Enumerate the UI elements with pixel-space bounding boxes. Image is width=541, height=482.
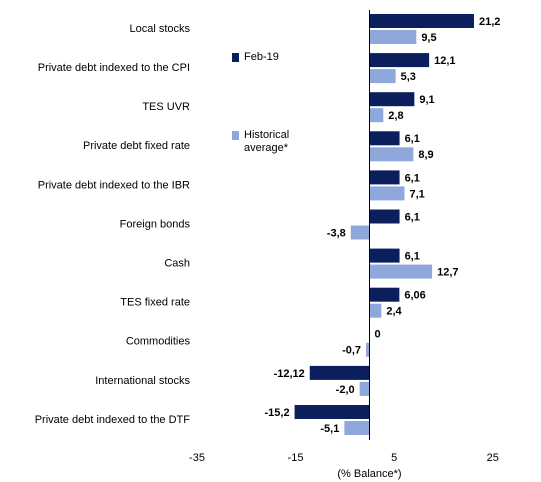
value-label: 9,5 bbox=[421, 32, 436, 44]
value-label: 2,4 bbox=[386, 306, 402, 318]
x-tick-label: 25 bbox=[487, 452, 499, 464]
bar bbox=[369, 108, 384, 123]
value-label: 6,1 bbox=[405, 211, 420, 223]
value-label: 7,1 bbox=[409, 188, 424, 200]
bar bbox=[369, 131, 400, 146]
x-tick-label: -35 bbox=[189, 452, 205, 464]
category-label: Cash bbox=[164, 258, 190, 270]
bar bbox=[369, 92, 415, 107]
value-label: -3,8 bbox=[327, 227, 346, 239]
value-label: -0,7 bbox=[342, 345, 361, 357]
value-label: 5,3 bbox=[401, 71, 416, 83]
category-label: TES UVR bbox=[142, 101, 190, 113]
value-label: 21,2 bbox=[479, 16, 500, 28]
value-label: 6,1 bbox=[405, 133, 420, 145]
bar bbox=[294, 405, 370, 419]
bar bbox=[366, 342, 370, 357]
value-label: 12,7 bbox=[437, 267, 458, 279]
value-label: 2,8 bbox=[388, 110, 403, 122]
bar bbox=[350, 225, 370, 240]
category-label: Private debt indexed to the CPI bbox=[38, 62, 190, 74]
x-tick-label: -15 bbox=[288, 452, 304, 464]
bar bbox=[369, 69, 396, 84]
category-label: Private debt indexed to the DTF bbox=[35, 414, 191, 426]
value-label: 12,1 bbox=[434, 55, 455, 67]
value-label: -5,1 bbox=[320, 423, 339, 435]
legend-item: Feb-19 bbox=[232, 51, 314, 64]
bar bbox=[369, 53, 430, 68]
bar bbox=[369, 303, 382, 318]
bar bbox=[369, 248, 400, 263]
category-label: International stocks bbox=[95, 375, 190, 387]
x-axis-label: (% Balance*) bbox=[337, 468, 401, 480]
category-label: Private debt indexed to the IBR bbox=[38, 179, 190, 191]
legend-item: Historical average* bbox=[232, 129, 314, 155]
category-label: Foreign bonds bbox=[120, 218, 191, 230]
value-label: 6,06 bbox=[404, 290, 425, 302]
value-label: 6,1 bbox=[405, 251, 420, 263]
bar bbox=[369, 264, 433, 279]
bar bbox=[369, 14, 474, 28]
category-label: Local stocks bbox=[129, 23, 190, 35]
category-label: Private debt fixed rate bbox=[83, 140, 190, 152]
value-label: -2,0 bbox=[336, 384, 355, 396]
bar bbox=[369, 287, 400, 302]
bar bbox=[369, 209, 400, 224]
bar bbox=[369, 147, 414, 162]
value-label: 8,9 bbox=[418, 149, 433, 161]
legend-swatch bbox=[232, 53, 239, 62]
bar bbox=[369, 170, 400, 185]
value-label: 9,1 bbox=[419, 94, 434, 106]
bar bbox=[369, 186, 405, 201]
x-tick-label: 5 bbox=[391, 452, 397, 464]
value-label: -15,2 bbox=[265, 407, 290, 419]
bar bbox=[369, 30, 417, 44]
legend-swatch bbox=[232, 131, 239, 140]
value-label: 0 bbox=[375, 329, 381, 341]
bar bbox=[344, 421, 370, 435]
legend-label: Feb-19 bbox=[244, 51, 279, 63]
bar bbox=[309, 365, 370, 380]
legend-label: Historical average* bbox=[244, 129, 290, 154]
bar bbox=[359, 381, 370, 396]
value-label: 6,1 bbox=[405, 172, 420, 184]
category-label: TES fixed rate bbox=[120, 297, 190, 309]
value-label: -12,12 bbox=[274, 368, 305, 380]
category-label: Commodities bbox=[126, 336, 191, 348]
